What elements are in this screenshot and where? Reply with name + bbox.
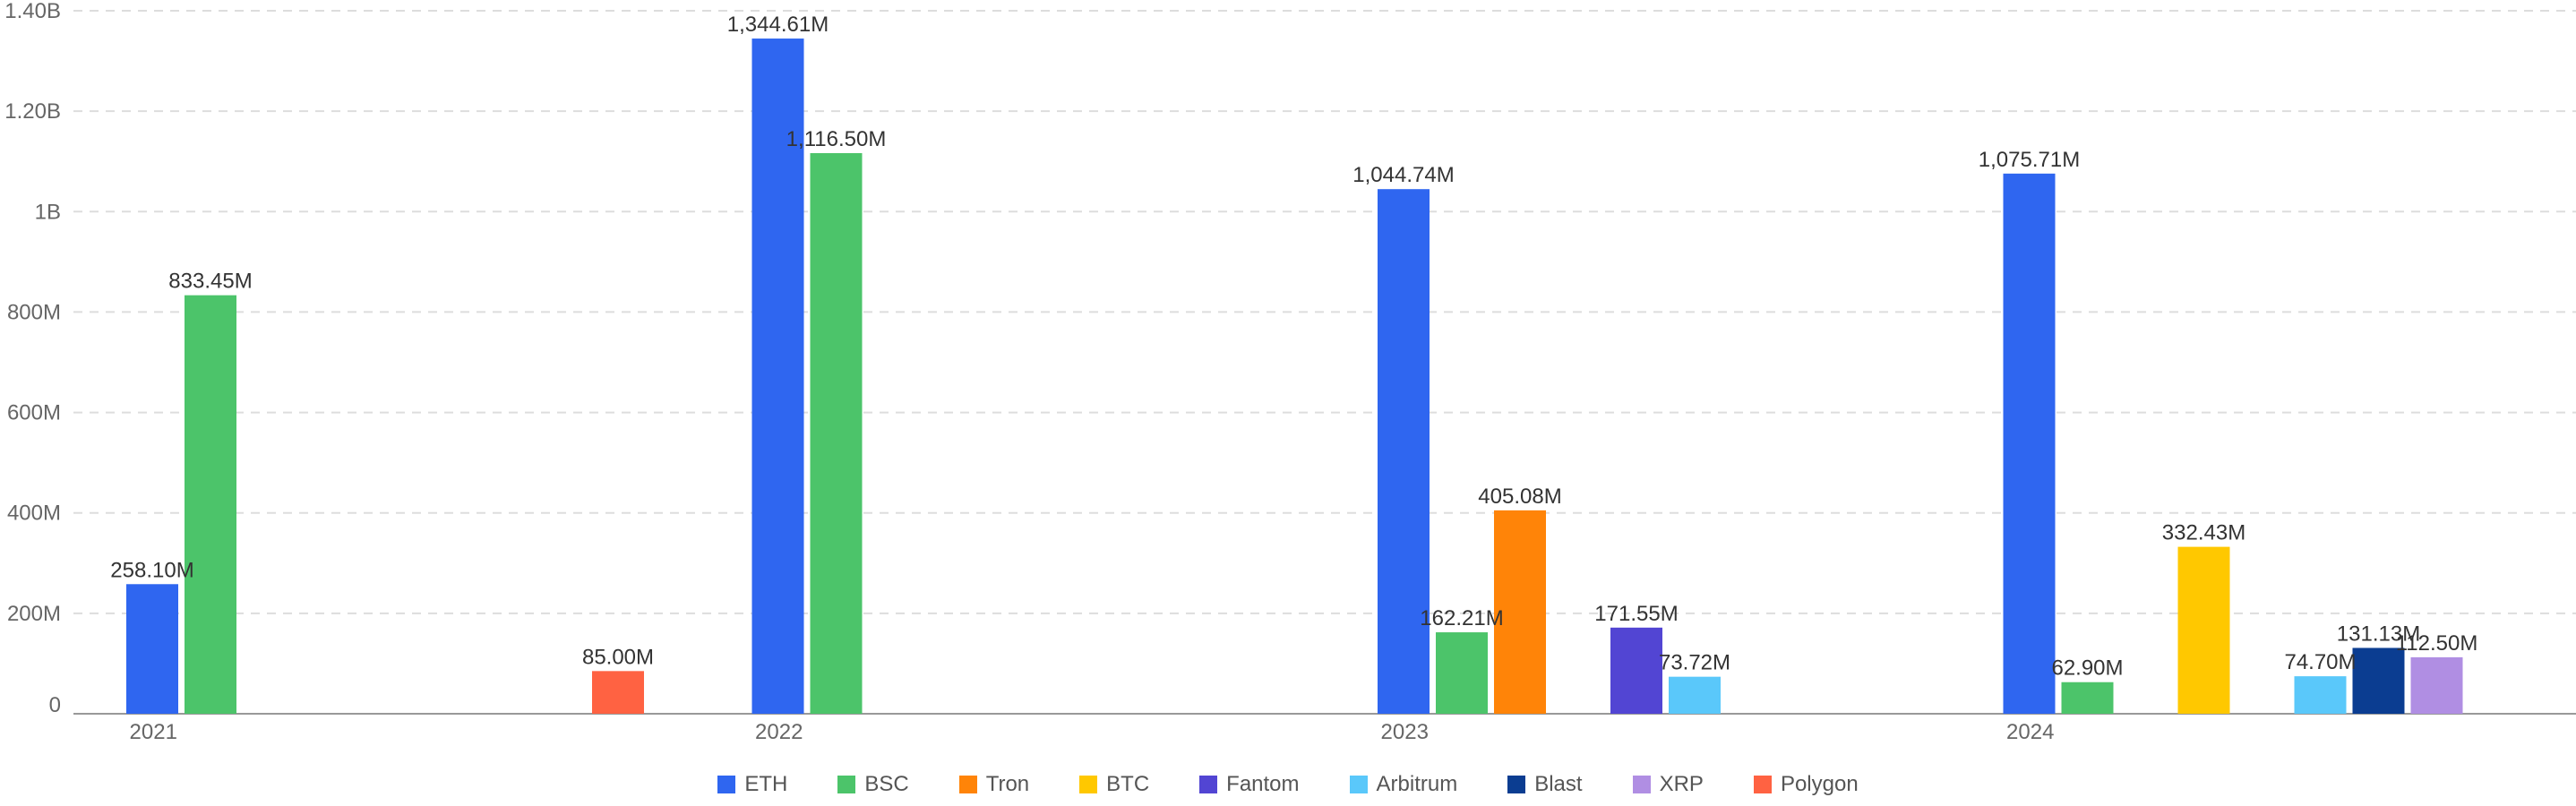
y-tick-label: 400M	[7, 502, 61, 526]
x-tick-label: 2021	[130, 720, 177, 744]
legend-swatch	[1507, 776, 1526, 793]
legend-label: Tron	[985, 772, 1030, 796]
legend-swatch	[1349, 776, 1368, 793]
grid-lines	[73, 10, 2576, 715]
legend-item-blast[interactable]: Blast	[1507, 772, 1583, 797]
data-label-polygon-2021: 85.00M	[582, 645, 654, 669]
legend-item-arbitrum[interactable]: Arbitrum	[1349, 772, 1458, 797]
y-tick-label: 200M	[7, 602, 61, 626]
legend-item-eth[interactable]: ETH	[717, 772, 787, 797]
data-label-eth-2022: 1,344.61M	[727, 13, 829, 37]
legend-label: Polygon	[1780, 772, 1859, 796]
bar-bsc-2023[interactable]	[1436, 632, 1488, 714]
bar-blast-2024[interactable]	[2352, 647, 2405, 714]
legend-swatch	[1199, 776, 1218, 793]
bar-xrp-2024[interactable]	[2410, 656, 2463, 714]
bar-bsc-2022[interactable]	[810, 152, 863, 714]
bar-btc-2024[interactable]	[2177, 546, 2230, 714]
y-tick-label: 600M	[7, 401, 61, 425]
data-label-eth-2021: 258.10M	[110, 558, 193, 582]
bars	[126, 39, 2463, 715]
y-tick-label: 800M	[7, 300, 61, 324]
bar-eth-2021[interactable]	[126, 584, 178, 714]
x-tick-label: 2023	[1381, 720, 1429, 744]
y-tick-label: 1.40B	[4, 0, 61, 23]
bar-fantom-2023[interactable]	[1610, 627, 1662, 714]
legend-label: Fantom	[1226, 772, 1300, 796]
x-tick-label: 2022	[755, 720, 803, 744]
y-tick-label: 1B	[35, 200, 61, 224]
data-label-bsc-2021: 833.45M	[168, 270, 252, 294]
legend-swatch	[717, 776, 736, 793]
data-label-bsc-2022: 1,116.50M	[786, 127, 887, 151]
legend-swatch	[837, 776, 856, 793]
y-tick-label: 1.20B	[4, 99, 61, 124]
data-label-bsc-2024: 62.90M	[2051, 656, 2123, 681]
bar-bsc-2021[interactable]	[185, 295, 236, 714]
legend-item-fantom[interactable]: Fantom	[1199, 772, 1300, 797]
legend-label: ETH	[744, 772, 788, 796]
data-label-eth-2023: 1,044.74M	[1352, 163, 1454, 187]
bar-eth-2024[interactable]	[2003, 173, 2056, 714]
data-label-fantom-2023: 171.55M	[1594, 602, 1678, 626]
legend-swatch	[1753, 776, 1772, 793]
data-label-arbitrum-2023: 73.72M	[1659, 651, 1730, 675]
bar-bsc-2024[interactable]	[2061, 682, 2114, 714]
data-label-arbitrum-2024: 74.70M	[2284, 650, 2356, 674]
bar-tron-2023[interactable]	[1494, 510, 1546, 714]
data-label-blast-2024: 131.13M	[2337, 622, 2420, 646]
legend-label: XRP	[1659, 772, 1704, 796]
y-tick-label: 0	[49, 693, 61, 717]
bar-polygon-2021[interactable]	[592, 671, 644, 714]
legend-item-xrp[interactable]: XRP	[1632, 772, 1704, 797]
legend-label: Arbitrum	[1376, 772, 1458, 796]
data-label-bsc-2023: 162.21M	[1420, 606, 1503, 630]
legend-item-btc[interactable]: BTC	[1079, 772, 1149, 797]
legend-label: Blast	[1534, 772, 1583, 796]
data-label-btc-2024: 332.43M	[2162, 521, 2245, 545]
x-tick-label: 2024	[2006, 720, 2054, 744]
legend-item-tron[interactable]: Tron	[958, 772, 1030, 797]
bar-eth-2023[interactable]	[1378, 189, 1430, 715]
legend-swatch	[1632, 776, 1651, 793]
data-labels: 258.10M 833.45M 85.00M 1,344.61M 1,116.50M 1,…	[110, 13, 2477, 681]
data-label-tron-2023: 405.08M	[1478, 484, 1561, 509]
legend-swatch	[1079, 776, 1098, 793]
bar-eth-2022[interactable]	[751, 39, 804, 714]
x-axis-ticks: 2021 2022 2023 2024	[130, 720, 2055, 744]
y-axis-ticks: 0 200M 400M 600M 800M 1B 1.20B 1.40B	[4, 0, 61, 717]
legend-item-bsc[interactable]: BSC	[837, 772, 909, 797]
legend-item-polygon[interactable]: Polygon	[1753, 772, 1859, 797]
data-label-xrp-2024: 112.50M	[2396, 631, 2478, 656]
chart-legend: ETH BSC Tron BTC Fantom Arbitrum Blast XRP Polyg…	[0, 772, 2576, 797]
bar-arbitrum-2024[interactable]	[2294, 676, 2347, 714]
legend-label: BSC	[864, 772, 909, 796]
legend-label: BTC	[1106, 772, 1150, 796]
bar-arbitrum-2023[interactable]	[1669, 676, 1721, 714]
legend-swatch	[958, 776, 977, 793]
data-label-eth-2024: 1,075.71M	[1979, 148, 2080, 172]
